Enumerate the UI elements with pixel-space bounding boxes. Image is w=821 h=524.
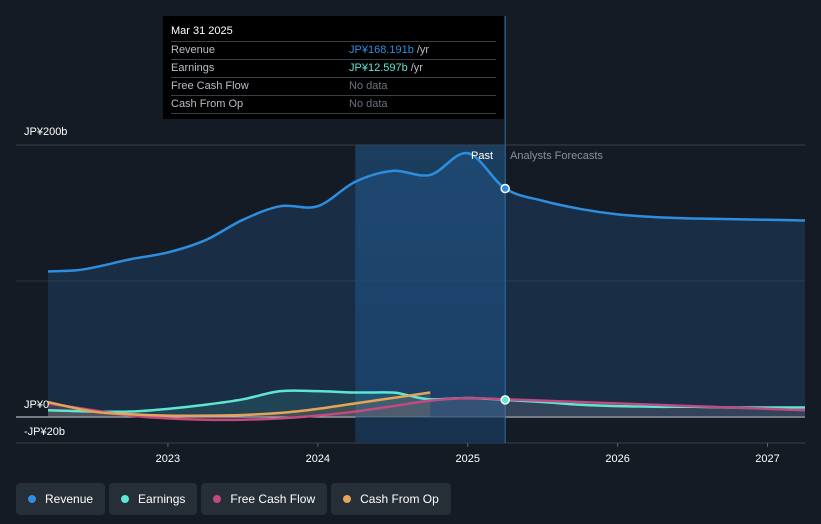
tooltip-value: No data	[349, 98, 388, 110]
legend-label: Free Cash Flow	[230, 492, 316, 506]
tooltip-label: Free Cash Flow	[171, 80, 249, 92]
free-cash-flow-dot-icon	[213, 495, 222, 503]
x-axis: 2023 2024 2025 2026 2027	[156, 443, 780, 465]
cash-from-op-line	[47, 391, 431, 418]
legend: Revenue Earnings Free Cash Flow Cash Fro…	[16, 483, 451, 515]
tooltip-row-cfo: Cash From Op No data	[171, 96, 496, 114]
tooltip-date: Mar 31 2025	[171, 22, 496, 42]
x-tick-label: 2026	[605, 453, 629, 465]
cash-from-op-dot-icon	[343, 495, 352, 503]
cash-from-op-area	[48, 392, 431, 417]
tooltip-label: Earnings	[171, 62, 215, 74]
legend-label: Cash From Op	[360, 492, 439, 506]
tooltip-label: Cash From Op	[171, 98, 244, 110]
revenue-point	[500, 183, 510, 194]
x-tick-label: 2023	[156, 453, 180, 465]
earnings-dot-icon	[121, 495, 130, 503]
past-label: Past	[471, 150, 494, 162]
tooltip-value: JP¥12.597b	[349, 62, 408, 74]
tooltip-row-revenue: Revenue JP¥168.191b/yr	[171, 42, 496, 60]
tooltip-unit: /yr	[410, 62, 423, 74]
legend-item-earnings[interactable]: Earnings	[109, 483, 198, 515]
data-tooltip: Mar 31 2025 Revenue JP¥168.191b/yr Earni…	[163, 16, 504, 119]
tooltip-row-earnings: Earnings JP¥12.597b/yr	[171, 60, 496, 78]
legend-item-free-cash-flow[interactable]: Free Cash Flow	[201, 483, 328, 515]
series-areas	[48, 152, 805, 420]
series-lines	[47, 151, 806, 422]
revenue-area	[48, 152, 805, 417]
earnings-line	[47, 389, 805, 414]
revenue-line	[47, 151, 806, 273]
tooltip-label: Revenue	[171, 44, 216, 56]
tooltip-row-fcf: Free Cash Flow No data	[171, 78, 496, 96]
legend-item-revenue[interactable]: Revenue	[16, 483, 106, 515]
y-tick-label-bottom: -JP¥20b	[24, 426, 65, 438]
revenue-dot-icon	[28, 495, 36, 503]
x-tick-label: 2027	[755, 453, 779, 465]
highlight-points	[500, 183, 510, 405]
earnings-point	[500, 395, 510, 405]
legend-label: Revenue	[45, 492, 94, 506]
x-tick-label: 2025	[455, 453, 479, 465]
legend-label: Earnings	[138, 492, 186, 506]
y-tick-label-top: JP¥200b	[24, 126, 68, 138]
tooltip-unit: /yr	[416, 44, 430, 56]
x-tick-label: 2024	[306, 453, 330, 465]
legend-item-cash-from-op[interactable]: Cash From Op	[331, 483, 451, 515]
y-tick-label-zero: JP¥0	[24, 399, 50, 411]
forecast-label: Analysts Forecasts	[510, 150, 603, 162]
tooltip-value: JP¥168.191b	[349, 44, 414, 56]
free-cash-flow-line	[47, 396, 806, 422]
earnings-area	[48, 390, 805, 417]
tooltip-value: No data	[349, 80, 388, 92]
